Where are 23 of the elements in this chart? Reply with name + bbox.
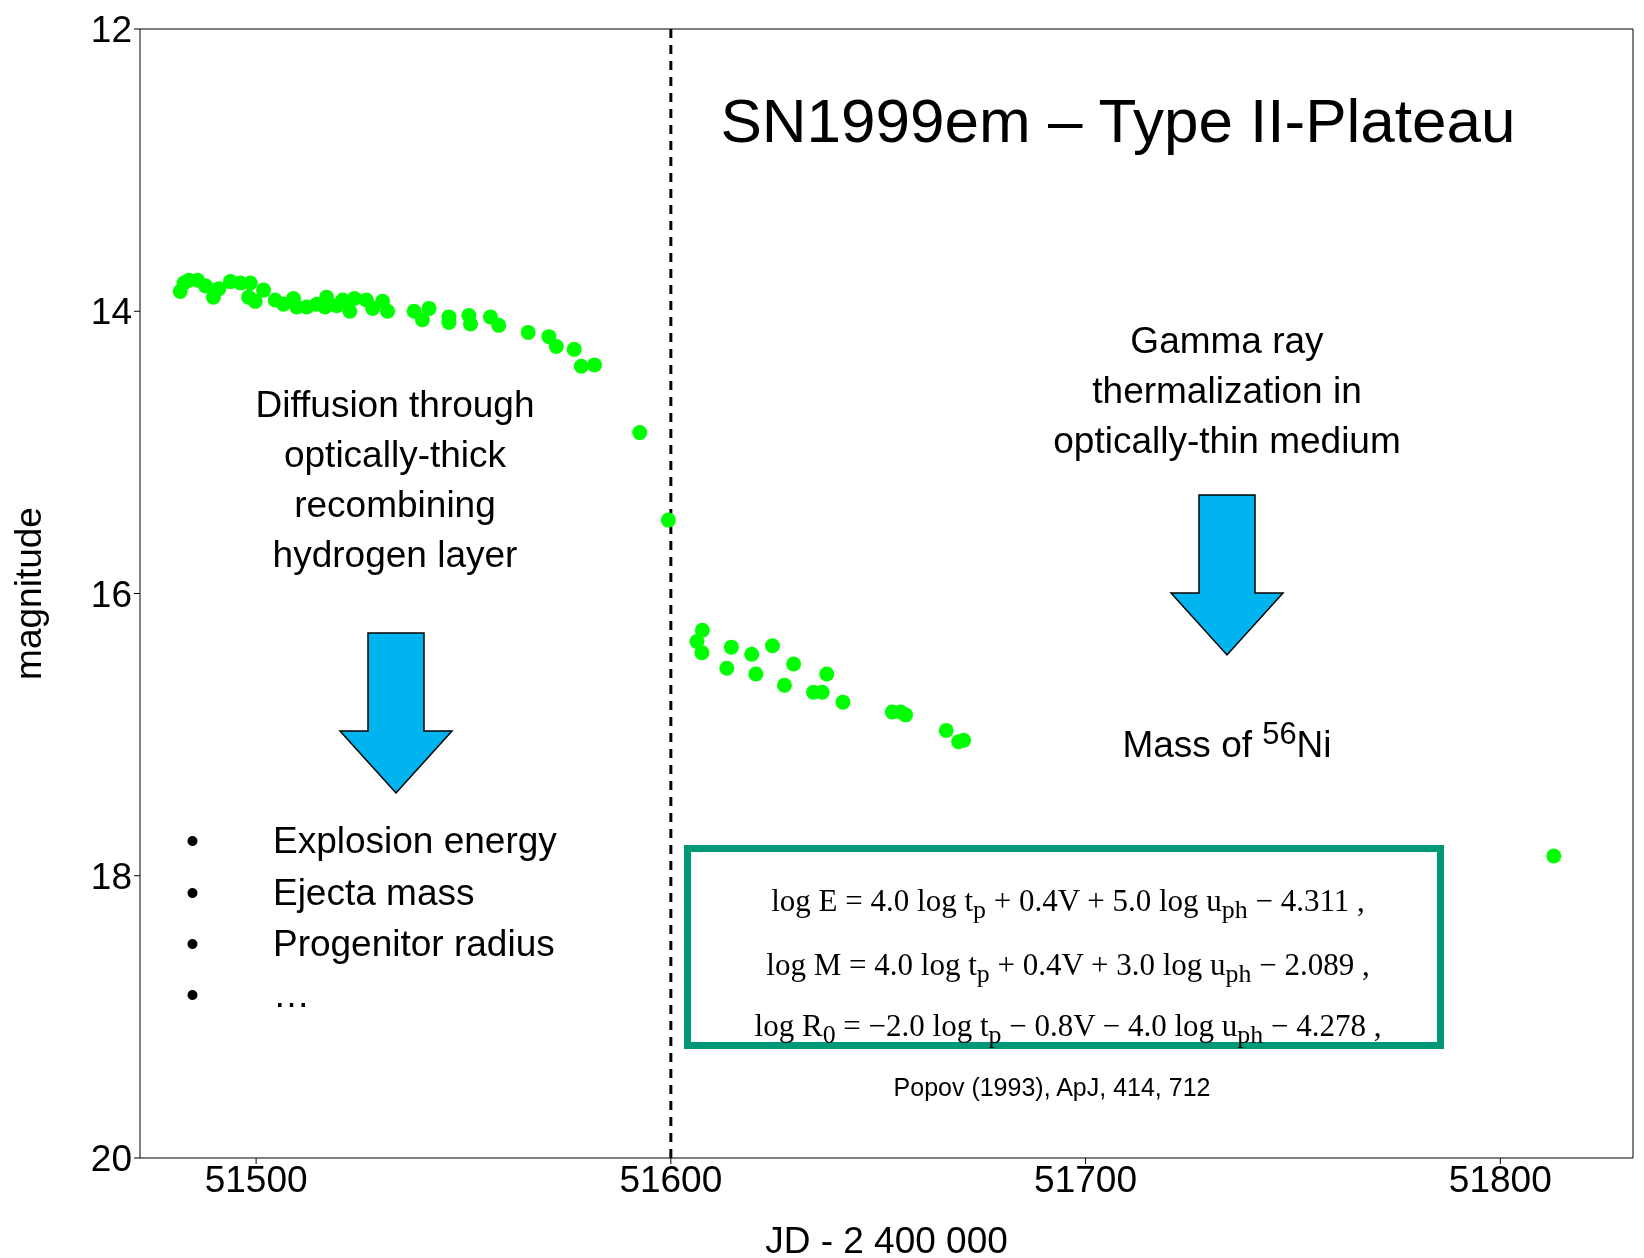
annotation: • …	[186, 973, 311, 1017]
annotation: • Progenitor radius	[186, 922, 556, 966]
annotation: Gamma ray thermalization in optically-thin medium	[1052, 319, 1402, 463]
x-tick-label: 51800	[1448, 1159, 1552, 1201]
y-tick-label: 20	[90, 1138, 132, 1180]
annotation: log M = 4.0 log t$_{p}$ + 0.4V + 3.0 log u$_{ph}$ − 2.089 ,	[765, 946, 1371, 991]
y-tick-label: 14	[90, 291, 132, 333]
x-tick-label: 51600	[619, 1159, 723, 1201]
annotation: log R$_{0}$ = −2.0 log t$_{p}$ − 0.8V − 4.0 log u$_{ph}$ − 4.278 ,	[753, 1007, 1383, 1052]
annotation: Mass of $^{56}$Ni	[1121, 715, 1333, 768]
x-tick-label: 51500	[204, 1159, 308, 1201]
x-tick-label: 51700	[1034, 1159, 1138, 1201]
y-tick-label: 16	[90, 573, 132, 615]
y-axis-title: magnitude	[8, 507, 50, 680]
y-tick-label: 12	[90, 9, 132, 51]
x-axis-title: JD - 2 400 000	[765, 1220, 1008, 1258]
y-tick-label: 18	[90, 855, 132, 897]
annotation: log E = 4.0 log t$_{p}$ + 0.4V + 5.0 log u$_{ph}$ − 4.311 ,	[770, 882, 1366, 927]
annotation: Popov (1993), ApJ, 414, 712	[892, 1072, 1212, 1103]
annotation: Diffusion through optically-thick recombining hydrogen layer	[254, 383, 536, 577]
annotation: • Ejecta mass	[186, 871, 476, 915]
text: SN1999em – Type II-Plateau	[719, 86, 1517, 156]
annotation: • Explosion energy	[186, 819, 558, 863]
